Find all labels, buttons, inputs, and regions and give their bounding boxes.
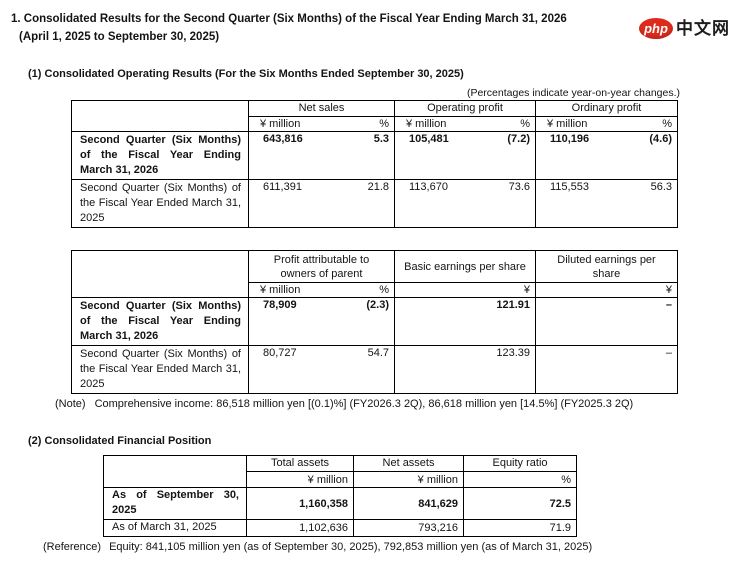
basic-eps-value: 121.91 <box>394 297 536 346</box>
profit-amount: 78,909 <box>263 299 297 311</box>
unit-percent: % <box>379 284 389 296</box>
reference-text: Equity: 841,105 million yen (as of Septe… <box>109 541 593 553</box>
profit-pct: (2.3) <box>366 299 389 311</box>
profit-parent-units: ¥ million% <box>248 282 395 298</box>
operating-profit-cell: 113,670 73.6 <box>394 179 536 228</box>
financial-position-table: Total assets Net assets Equity ratio ¥ m… <box>103 455 577 537</box>
unit-yen-million: ¥ million <box>547 118 588 130</box>
units-row: ¥ million% ¥ ¥ <box>72 282 678 298</box>
empty-header-cell <box>103 455 247 488</box>
basic-eps-units: ¥ <box>394 282 536 298</box>
operating-profit-pct: 73.6 <box>508 181 530 193</box>
total-assets-units: ¥ million <box>246 471 354 488</box>
earnings-per-share-table: Profit attributable to owners of parent … <box>71 250 678 394</box>
net-sales-amount: 611,391 <box>263 181 302 193</box>
diluted-eps-value: – <box>535 297 678 346</box>
ordinary-profit-amount: 110,196 <box>550 133 590 145</box>
profit-parent-header: Profit attributable to owners of parent <box>248 250 395 283</box>
operating-results-table: Net sales Operating profit Ordinary prof… <box>71 100 678 228</box>
period-label: Second Quarter (Six Months) of the Fisca… <box>71 297 249 346</box>
diluted-eps-units: ¥ <box>535 282 678 298</box>
period-label: Second Quarter (Six Months) of the Fisca… <box>71 179 249 228</box>
table-row-fy2026: Second Quarter (Six Months) of the Fisca… <box>71 297 678 346</box>
document-title-line1: 1. Consolidated Results for the Second Q… <box>11 13 567 25</box>
unit-percent: % <box>662 118 672 130</box>
percentages-note: (Percentages indicate year-on-year chang… <box>466 87 680 99</box>
note-text: Comprehensive income: 86,518 million yen… <box>94 398 634 410</box>
equity-ratio-value: 71.9 <box>463 519 577 537</box>
table-header-row: Total assets Net assets Equity ratio <box>103 455 577 488</box>
net-sales-cell: 643,816 5.3 <box>248 131 395 180</box>
net-assets-value: 841,629 <box>353 487 464 520</box>
ordinary-profit-units: ¥ million% <box>535 116 678 132</box>
net-assets-value: 793,216 <box>353 519 464 537</box>
operating-profit-units: ¥ million% <box>394 116 536 132</box>
equity-ratio-units: % <box>463 471 577 488</box>
operating-profit-amount: 105,481 <box>409 133 449 145</box>
ordinary-profit-cell: 110,196 (4.6) <box>535 131 678 180</box>
net-sales-amount: 643,816 <box>263 133 303 145</box>
net-assets-units: ¥ million <box>353 471 464 488</box>
equity-ratio-value: 72.5 <box>463 487 577 520</box>
table-header-row: Net sales Operating profit Ordinary prof… <box>71 100 678 132</box>
basic-eps-header: Basic earnings per share <box>394 250 536 283</box>
logo-cn-text: 中文网 <box>676 19 730 38</box>
table-row-fy2026: Second Quarter (Six Months) of the Fisca… <box>71 131 678 180</box>
profit-pct: 54.7 <box>367 347 389 359</box>
table-row-fy2025: Second Quarter (Six Months) of the Fisca… <box>71 179 678 228</box>
ordinary-profit-header: Ordinary profit <box>535 100 678 117</box>
period-label: Second Quarter (Six Months) of the Fisca… <box>71 131 249 180</box>
table-header-row: Profit attributable to owners of parent … <box>71 250 678 298</box>
ordinary-profit-cell: 115,553 56.3 <box>535 179 678 228</box>
total-assets-value: 1,102,636 <box>246 519 354 537</box>
unit-yen-million: ¥ million <box>260 284 301 296</box>
diluted-eps-header: Diluted earnings per share <box>535 250 678 283</box>
table-row-mar-2025: As of March 31, 2025 1,102,636 793,216 7… <box>103 519 577 537</box>
units-row: ¥ million ¥ million % <box>104 471 577 488</box>
profit-amount: 80,727 <box>263 347 297 359</box>
operating-profit-pct: (7.2) <box>507 133 530 145</box>
ordinary-profit-pct: (4.6) <box>649 133 672 145</box>
units-row: ¥ million% ¥ million% ¥ million% <box>72 116 678 132</box>
basic-eps-value: 123.39 <box>394 345 536 394</box>
document-page: php 中文网 1. Consolidated Results for the … <box>0 12 733 573</box>
profit-parent-cell: 78,909 (2.3) <box>248 297 395 346</box>
total-assets-header: Total assets <box>246 455 354 472</box>
empty-header-cell <box>71 250 249 298</box>
php-logo-icon: php <box>639 18 673 39</box>
net-sales-pct: 21.8 <box>367 181 389 193</box>
note-label: (Note) <box>55 398 86 410</box>
net-sales-header: Net sales <box>248 100 395 117</box>
unit-yen-million: ¥ million <box>260 118 301 130</box>
ordinary-profit-pct: 56.3 <box>650 181 672 193</box>
table-row-fy2025: Second Quarter (Six Months) of the Fisca… <box>71 345 678 394</box>
net-assets-header: Net assets <box>353 455 464 472</box>
ordinary-profit-amount: 115,553 <box>550 181 589 193</box>
section2-heading: (2) Consolidated Financial Position <box>28 435 212 447</box>
unit-percent: % <box>520 118 530 130</box>
reference-label: (Reference) <box>43 541 102 553</box>
net-sales-pct: 5.3 <box>373 133 389 145</box>
profit-parent-cell: 80,727 54.7 <box>248 345 395 394</box>
operating-profit-cell: 105,481 (7.2) <box>394 131 536 180</box>
total-assets-value: 1,160,358 <box>246 487 354 520</box>
section1-heading: (1) Consolidated Operating Results (For … <box>28 68 464 80</box>
document-title-line2: (April 1, 2025 to September 30, 2025) <box>19 31 220 43</box>
equity-reference-note: (Reference) Equity: 841,105 million yen (… <box>43 540 733 554</box>
operating-profit-header: Operating profit <box>394 100 536 117</box>
diluted-eps-value: – <box>535 345 678 394</box>
table-row-sep-2025: As of September 30, 2025 1,160,358 841,6… <box>103 487 577 520</box>
date-label: As of March 31, 2025 <box>103 519 247 537</box>
unit-yen-million: ¥ million <box>406 118 447 130</box>
net-sales-cell: 611,391 21.8 <box>248 179 395 228</box>
comprehensive-income-note: (Note) Comprehensive income: 86,518 milli… <box>55 397 733 411</box>
date-label: As of September 30, 2025 <box>103 487 247 520</box>
net-sales-units: ¥ million% <box>248 116 395 132</box>
period-label: Second Quarter (Six Months) of the Fisca… <box>71 345 249 394</box>
empty-header-cell <box>71 100 249 132</box>
site-logo: php 中文网 <box>639 18 730 39</box>
unit-percent: % <box>379 118 389 130</box>
equity-ratio-header: Equity ratio <box>463 455 577 472</box>
operating-profit-amount: 113,670 <box>409 181 448 193</box>
